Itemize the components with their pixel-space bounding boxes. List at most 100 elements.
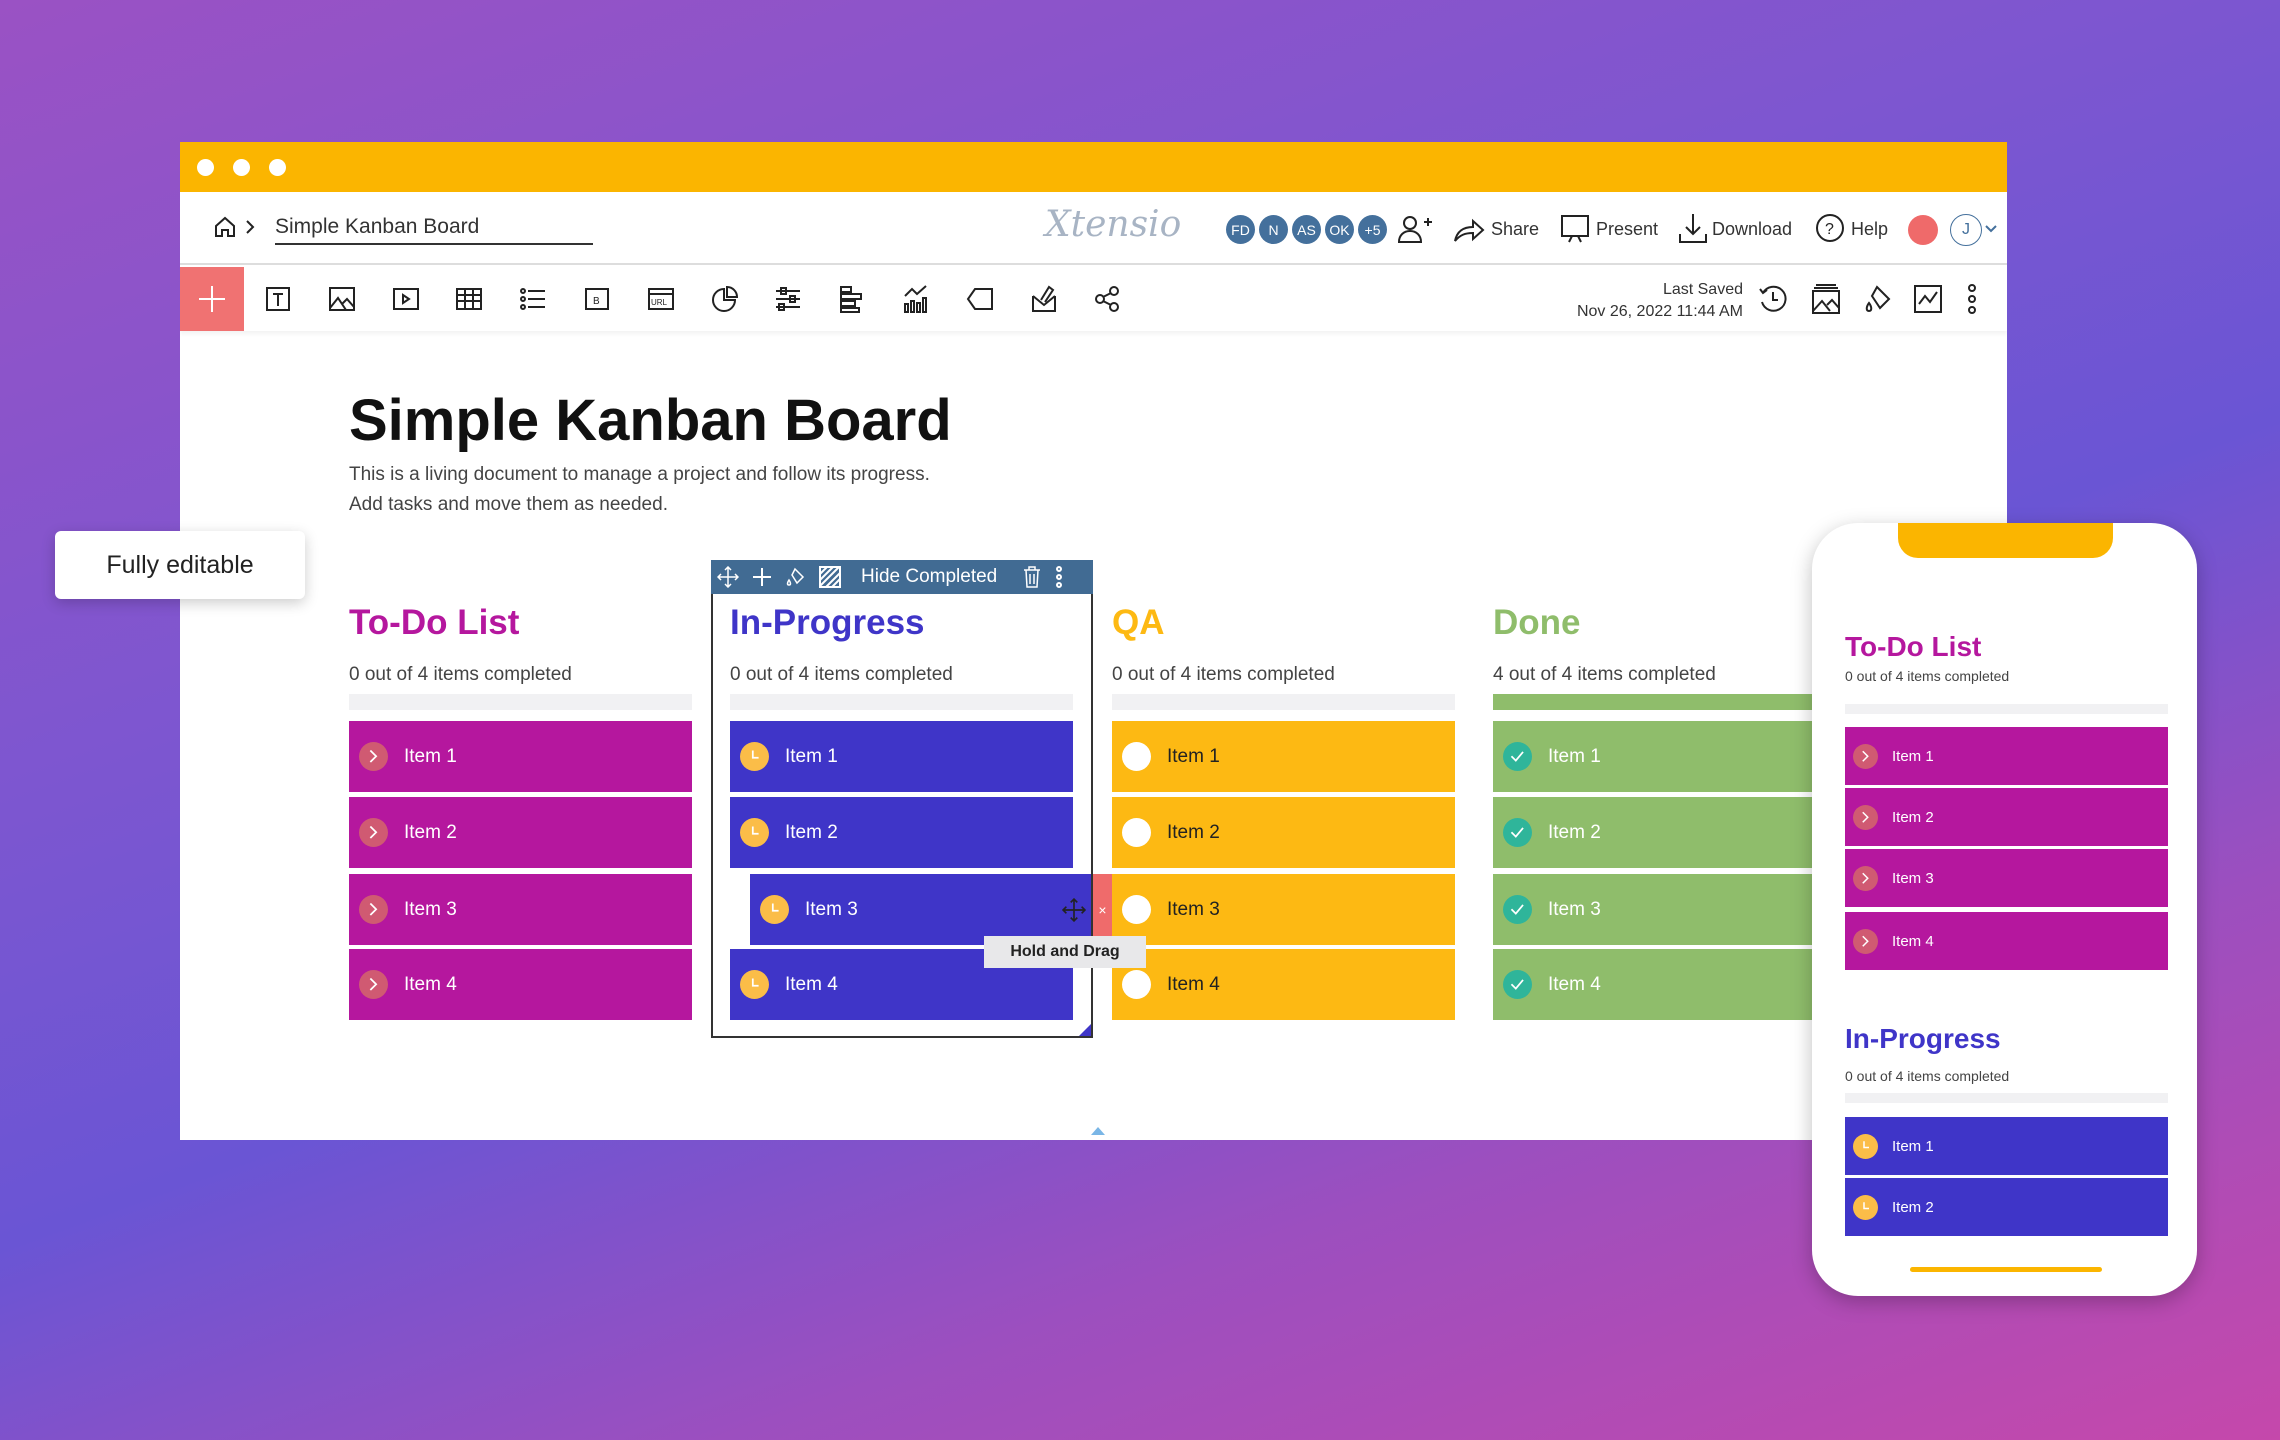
chevron-right-icon[interactable]: [359, 818, 388, 847]
add-user-icon[interactable]: [1395, 212, 1435, 246]
check-circle-icon[interactable]: [1503, 818, 1532, 847]
help-icon[interactable]: ?: [1814, 212, 1846, 244]
progress-fill: [1493, 694, 1836, 710]
column-title[interactable]: To-Do List: [349, 603, 520, 642]
table-icon[interactable]: [451, 281, 487, 317]
line-chart-icon[interactable]: [898, 281, 934, 317]
present-button[interactable]: Present: [1596, 219, 1659, 239]
mobile-kanban-card[interactable]: Item 3: [1845, 849, 2168, 907]
text-icon[interactable]: [260, 281, 296, 317]
editor-toolbar: B URL Last Saved Nov 26, 2022 11:44 AM: [180, 267, 2007, 331]
empty-circle-icon[interactable]: [1122, 895, 1151, 924]
pattern-icon[interactable]: [813, 566, 847, 588]
kanban-card[interactable]: Item 2: [349, 797, 692, 868]
clock-icon[interactable]: [740, 818, 769, 847]
user-menu-avatar[interactable]: J: [1950, 214, 1982, 246]
drag-handle-icon[interactable]: [1061, 897, 1087, 923]
chevron-down-icon[interactable]: [1984, 222, 1998, 236]
kanban-card[interactable]: Item 2: [1493, 797, 1836, 868]
kanban-card[interactable]: Item 4: [1112, 949, 1455, 1020]
clock-icon[interactable]: [740, 970, 769, 999]
bar-chart-icon[interactable]: [834, 281, 870, 317]
chevron-right-icon[interactable]: [359, 742, 388, 771]
mobile-kanban-card[interactable]: Item 4: [1845, 912, 2168, 970]
button-icon[interactable]: B: [579, 281, 615, 317]
list-icon[interactable]: [515, 281, 551, 317]
avatar[interactable]: +5: [1358, 215, 1387, 244]
clock-icon[interactable]: [740, 742, 769, 771]
tag-icon[interactable]: [962, 281, 998, 317]
avatar[interactable]: N: [1259, 215, 1288, 244]
xtensio-logo: Xtensio: [1045, 204, 1182, 245]
help-button[interactable]: Help: [1851, 219, 1889, 239]
home-icon[interactable]: [210, 212, 240, 242]
pie-chart-icon[interactable]: [707, 281, 743, 317]
resize-corner-icon[interactable]: [1079, 1024, 1091, 1036]
add-icon[interactable]: [745, 567, 779, 587]
mobile-kanban-card[interactable]: Item 1: [1845, 727, 2168, 785]
kanban-card[interactable]: Item 1: [1493, 721, 1836, 792]
sliders-icon[interactable]: [770, 281, 806, 317]
chevron-right-icon[interactable]: [359, 970, 388, 999]
kanban-card[interactable]: Item 3: [750, 874, 1093, 945]
paint-bucket-icon[interactable]: [779, 566, 813, 588]
move-icon[interactable]: [711, 566, 745, 588]
window-dot[interactable]: [197, 159, 214, 176]
url-icon[interactable]: URL: [643, 281, 679, 317]
mobile-kanban-card[interactable]: Item 2: [1845, 788, 2168, 846]
kanban-card[interactable]: Item 4: [349, 949, 692, 1020]
window-dot[interactable]: [233, 159, 250, 176]
resize-handle-icon[interactable]: [1091, 1127, 1105, 1135]
signature-icon[interactable]: [1026, 281, 1062, 317]
check-circle-icon[interactable]: [1503, 742, 1532, 771]
video-icon[interactable]: [388, 281, 424, 317]
more-options-icon[interactable]: [1962, 281, 1982, 317]
kanban-card[interactable]: Item 3: [1493, 874, 1836, 945]
kanban-card[interactable]: Item 1: [730, 721, 1073, 792]
notification-bell-icon[interactable]: [1908, 215, 1938, 245]
kanban-card[interactable]: Item 3: [349, 874, 692, 945]
share-icon[interactable]: [1452, 212, 1486, 246]
kanban-card[interactable]: Item 2: [1112, 797, 1455, 868]
chevron-right-icon[interactable]: [359, 895, 388, 924]
document-name-input[interactable]: Simple Kanban Board: [275, 215, 593, 245]
avatar[interactable]: AS: [1292, 215, 1321, 244]
column-title[interactable]: QA: [1112, 603, 1165, 642]
avatar[interactable]: OK: [1325, 215, 1354, 244]
history-icon[interactable]: [1755, 281, 1791, 317]
clock-icon[interactable]: [760, 895, 789, 924]
paint-bucket-icon[interactable]: [1860, 281, 1896, 317]
empty-circle-icon[interactable]: [1122, 818, 1151, 847]
download-button[interactable]: Download: [1712, 219, 1793, 239]
empty-circle-icon[interactable]: [1122, 970, 1151, 999]
check-circle-icon[interactable]: [1503, 895, 1532, 924]
hide-completed-button[interactable]: Hide Completed: [861, 566, 998, 587]
share-button[interactable]: Share: [1491, 219, 1540, 239]
kanban-card[interactable]: Item 4: [1493, 949, 1836, 1020]
avatar[interactable]: FD: [1226, 215, 1255, 244]
download-icon[interactable]: [1676, 210, 1710, 246]
column-progress-bar: [1112, 694, 1455, 710]
remove-card-button[interactable]: ×: [1093, 874, 1112, 945]
card-label: Item 4: [1892, 932, 1934, 950]
analytics-icon[interactable]: [1910, 281, 1946, 317]
trash-icon[interactable]: [1015, 566, 1049, 588]
more-options-icon[interactable]: [1049, 566, 1069, 588]
kanban-card[interactable]: Item 1: [1112, 721, 1455, 792]
mobile-kanban-card[interactable]: Item 1: [1845, 1117, 2168, 1175]
background-image-icon[interactable]: [1808, 281, 1844, 317]
mobile-kanban-card[interactable]: Item 2: [1845, 1178, 2168, 1236]
column-title[interactable]: Done: [1493, 603, 1581, 642]
image-icon[interactable]: [324, 281, 360, 317]
page-description: This is a living document to manage a pr…: [349, 464, 930, 485]
present-icon[interactable]: [1558, 212, 1592, 246]
empty-circle-icon[interactable]: [1122, 742, 1151, 771]
kanban-card[interactable]: Item 3: [1112, 874, 1455, 945]
share-network-icon[interactable]: [1089, 281, 1125, 317]
kanban-card[interactable]: Item 2: [730, 797, 1073, 868]
column-title[interactable]: In-Progress: [730, 603, 925, 642]
window-dot[interactable]: [269, 159, 286, 176]
add-block-button[interactable]: [180, 267, 244, 331]
check-circle-icon[interactable]: [1503, 970, 1532, 999]
kanban-card[interactable]: Item 1: [349, 721, 692, 792]
